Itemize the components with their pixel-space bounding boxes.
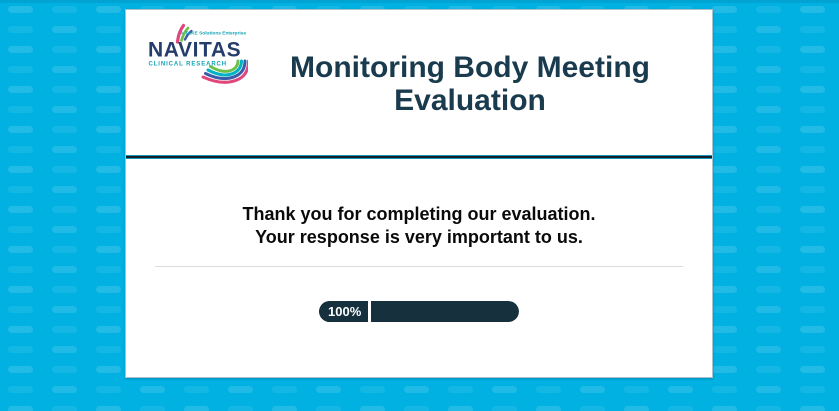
logo-swoosh-icon	[201, 59, 248, 84]
survey-card: A TAKE Solutions Enterprise NAVITAS CLIN…	[125, 9, 713, 378]
progress-label: 100%	[319, 301, 372, 322]
logo-tagline-text: A TAKE Solutions Enterprise	[180, 31, 246, 37]
body-divider	[155, 266, 683, 267]
navitas-logo: A TAKE Solutions Enterprise NAVITAS CLIN…	[148, 23, 248, 84]
logo-flame-icon	[175, 23, 193, 44]
thank-you-message: Thank you for completing our evaluation.…	[136, 203, 702, 249]
logo-brand-text: NAVITAS	[148, 39, 241, 62]
survey-header: A TAKE Solutions Enterprise NAVITAS CLIN…	[126, 10, 712, 155]
page-title-line1: Monitoring Body Meeting	[290, 51, 650, 84]
logo-division-text: CLINICAL RESEARCH	[149, 62, 228, 68]
survey-body: Thank you for completing our evaluation.…	[126, 203, 712, 322]
page-title-line2: Evaluation	[394, 84, 546, 117]
page-title: Monitoring Body Meeting Evaluation	[248, 51, 692, 117]
window-top-edge	[0, 0, 839, 3]
header-divider	[126, 155, 712, 159]
thank-you-line1: Thank you for completing our evaluation.	[242, 204, 596, 224]
progress-bar: 100%	[319, 301, 519, 322]
progress-fill: 100%	[319, 301, 519, 322]
thank-you-line2: Your response is very important to us.	[255, 227, 583, 247]
